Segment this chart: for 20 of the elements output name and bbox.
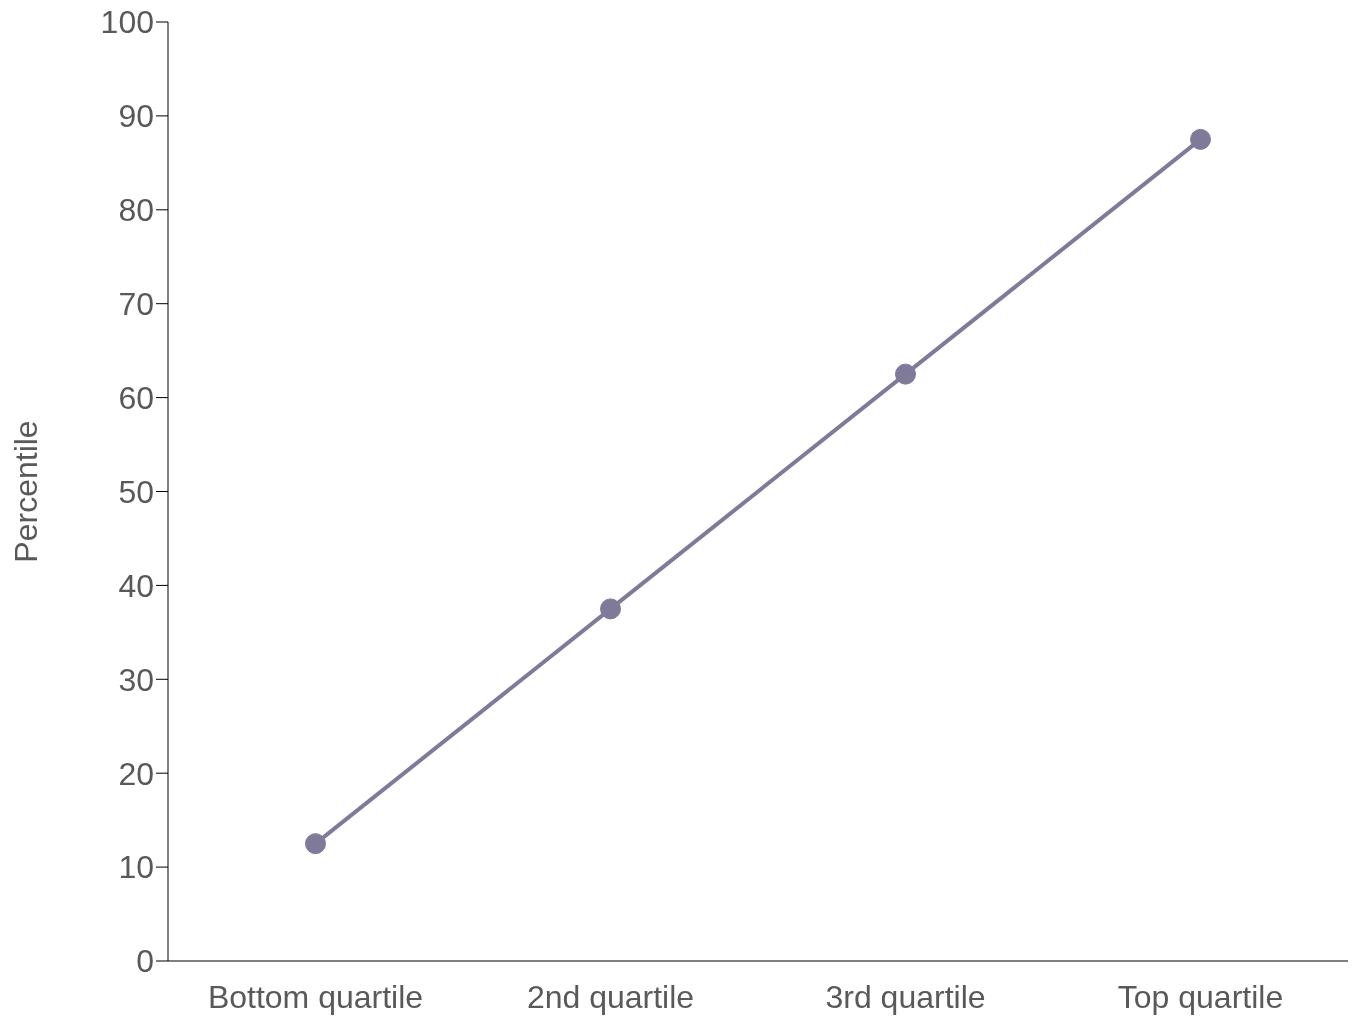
point <box>895 363 916 385</box>
y-tick-label: 70 <box>118 286 154 323</box>
point <box>305 833 326 855</box>
y-tick-label: 0 <box>136 943 154 980</box>
y-tick-label: 100 <box>100 4 154 41</box>
y-tick-label: 80 <box>118 192 154 229</box>
point <box>1190 128 1211 150</box>
y-tick-label: 60 <box>118 379 154 416</box>
y-tick-label: 30 <box>118 661 154 698</box>
y-tick-label: 10 <box>118 849 154 886</box>
x-tick-label: 3rd quartile <box>825 978 986 1015</box>
y-axis-title: Percentile <box>8 420 45 563</box>
y-tick-label: 40 <box>118 567 154 604</box>
x-tick-label: 2nd quartile <box>526 978 695 1015</box>
y-tick-label: 50 <box>118 473 154 510</box>
y-tick-label: 90 <box>118 98 154 135</box>
x-tick-label: Top quartile <box>1117 978 1284 1015</box>
x-tick-label: Bottom quartile <box>207 978 424 1015</box>
y-tick-label: 20 <box>118 755 154 792</box>
point <box>600 598 621 620</box>
